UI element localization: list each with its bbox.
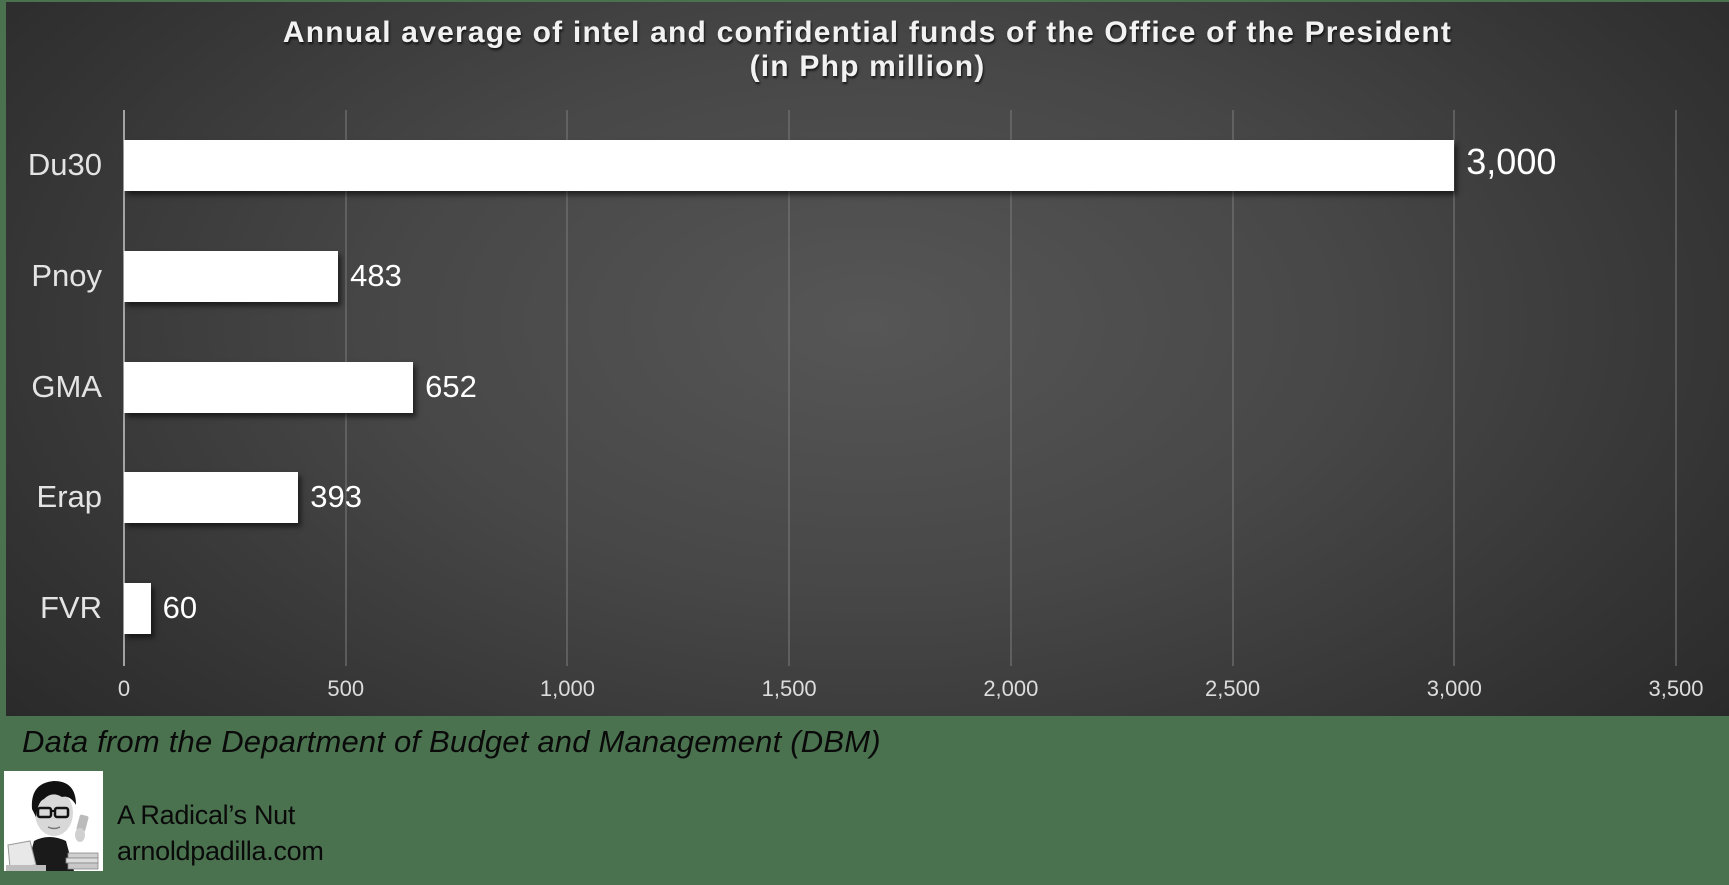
x-tick-label: 2,000 — [983, 676, 1039, 701]
chart-title: Annual average of intel and confidential… — [6, 16, 1729, 84]
category-label: Du30 — [27, 147, 102, 182]
plot-area: 0 500 1,000 1,500 2,000 2,500 3,000 3,500 Du30 3,… — [6, 2, 1729, 716]
gridline — [788, 110, 791, 666]
gridline — [1231, 110, 1234, 666]
brand-name: A Radical’s Nut — [117, 800, 296, 830]
brand-url: arnoldpadilla.com — [117, 836, 324, 866]
value-label: 60 — [162, 590, 198, 625]
gridline — [1009, 110, 1012, 666]
value-label: 652 — [425, 369, 477, 404]
x-tick-label: 500 — [327, 676, 365, 701]
bar-gma — [124, 362, 414, 413]
chart-title-line1: Annual average of intel and confidential… — [282, 16, 1453, 49]
x-tick-label: 3,500 — [1648, 676, 1704, 701]
value-label: 393 — [310, 479, 362, 514]
chart-panel: Annual average of intel and confidential… — [6, 2, 1729, 716]
x-tick-label: 3,000 — [1426, 676, 1482, 701]
x-tick-label: 2,500 — [1205, 676, 1261, 701]
bar-pnoy — [124, 251, 339, 302]
gridline — [1675, 110, 1677, 666]
data-source-note: Data from the Department of Budget and M… — [22, 724, 881, 759]
gridline — [566, 110, 569, 666]
value-label: 483 — [350, 258, 402, 293]
category-label: Erap — [36, 479, 102, 514]
caricature-avatar-icon — [4, 771, 103, 871]
category-label: GMA — [31, 369, 102, 404]
x-tick-label: 0 — [117, 676, 131, 701]
bar-erap — [124, 472, 299, 523]
category-label: FVR — [40, 590, 102, 625]
gridline — [1453, 110, 1456, 666]
x-tick-label: 1,000 — [539, 676, 595, 701]
bar-fvr — [124, 583, 151, 634]
bar-du30 — [124, 140, 1455, 191]
chart-subtitle: (in Php million) — [749, 50, 986, 83]
value-label: 3,000 — [1466, 141, 1557, 182]
category-label: Pnoy — [31, 258, 102, 293]
x-tick-label: 1,500 — [761, 676, 817, 701]
